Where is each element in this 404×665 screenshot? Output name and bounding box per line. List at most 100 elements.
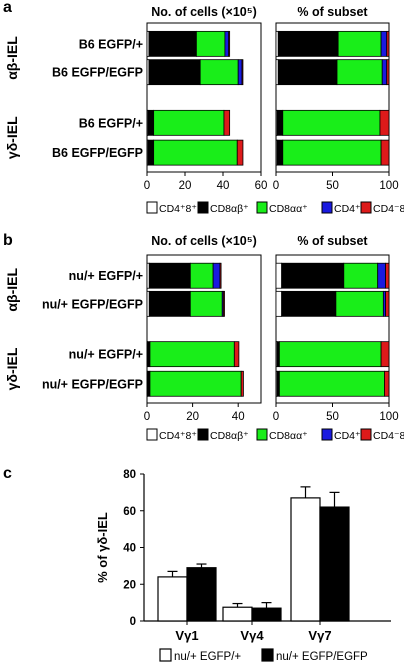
chart2-bar-segment [222,290,225,317]
chart2-bar-segment [219,262,222,289]
category-label: B6 EGFP/EGFP [52,146,143,160]
panel-label-a: a [3,0,12,16]
chart0-bar-segment [153,109,225,136]
c-y-tick-label: 20 [123,579,136,591]
legend-label: CD8αβ⁺ [210,430,249,442]
c-y-tick-label: 80 [123,469,136,481]
c-legend-label: nu/+ EGFP/+ [174,651,241,663]
chart0-tick-label: 60 [255,180,268,192]
chart1-bar-segment [380,139,390,166]
category-label: nu/+ EGFP/+ [69,269,143,283]
chart3-bar-segment [281,262,345,289]
panel-label-b: b [3,232,13,249]
c-bar [157,576,188,622]
chart1-bar-segment [277,59,338,86]
chart2-bar-segment [148,262,191,289]
chart0-bar-segment [147,139,155,166]
c-bar [222,606,253,622]
c-bar [319,506,350,622]
legend-swatch [360,201,372,214]
legend-label: CD8αα⁺ [269,430,308,442]
legend-label: CD4⁺8⁺ [159,430,197,442]
chart3-bar-segment [377,262,387,289]
c-category-label: Vγ1 [175,628,198,643]
chart1-bar-segment [336,59,383,86]
chart0-bar-segment [153,139,238,166]
legend-label: CD8αα⁺ [269,203,308,215]
chart2-bar-segment [189,290,223,317]
legend-label: CD4⁺ [334,203,361,215]
chart0-bar-segment [199,59,239,86]
legend-label: CD4⁺ [334,430,361,442]
chart2-bar-segment [233,341,240,368]
chart2-bar-segment [189,262,214,289]
chart2-bar-segment [148,290,191,317]
c-y-tick-label: 60 [123,506,136,518]
c-legend-label: nu/+ EGFP/EGFP [276,651,368,663]
chart0-frame [146,22,262,173]
legend-swatch [256,428,268,441]
chart0-tick-label: 0 [144,180,150,192]
chart0-tick-label: 40 [217,180,230,192]
category-label: nu/+ EGFP/EGFP [42,377,143,391]
chart1-bar-segment [337,30,382,57]
legend-swatch [256,201,268,214]
category-label: B6 EGFP/EGFP [52,66,143,80]
category-label: B6 EGFP/+ [79,116,143,130]
c-category-label: Vγ7 [308,628,331,643]
chart3-bar-segment [343,262,379,289]
legend-swatch [321,201,333,214]
legend-swatch [146,428,158,441]
chart1-bar-segment [379,109,390,136]
chart0-bar-segment [241,59,244,86]
group-label: αβ-IEL [4,36,20,80]
chart3-bar-segment [385,290,390,317]
legend-swatch [197,428,209,441]
chart1-bar-segment [386,59,390,86]
chart3-bar-segment [275,290,283,317]
category-label: B6 EGFP/+ [79,37,143,51]
legend-swatch [360,428,372,441]
chart2-bar-segment [212,262,221,289]
c-y-tick-label: 0 [130,616,136,628]
chart1-bar-segment [386,30,390,57]
chart3-tick-label: 50 [326,411,339,423]
legend-label: CD8αβ⁺ [210,203,249,215]
chart3-bar-segment [335,290,384,317]
chart3-bar-segment [384,370,390,397]
chart3-bar-segment [385,262,390,289]
legend-swatch [321,428,333,441]
legend-swatch [197,201,209,214]
group-label: αβ-IEL [4,268,20,312]
legend-label: CD4⁻8⁻ [373,430,404,442]
c-legend-swatch [159,648,172,662]
c-category-label: Vγ4 [240,628,264,643]
chart3-tick-label: 0 [273,411,279,423]
chart0-bar-segment [195,30,226,57]
panel-label-c: c [3,465,12,482]
chart2-frame [146,254,262,404]
chart1-title: % of subset [297,5,368,19]
c-y-tick-label: 40 [123,543,136,555]
chart3-bar-segment [275,262,283,289]
chart3-bar-segment [278,341,382,368]
chart1-bar-segment [380,30,388,57]
chart2-tick-label: 0 [144,411,150,423]
chart1-tick-label: 50 [326,180,339,192]
c-bar [186,567,217,622]
chart1-tick-label: 100 [379,180,398,192]
chart2-bar-segment [240,370,244,397]
chart0-bar-segment [148,59,201,86]
chart0-bar-segment [147,109,155,136]
chart1-bar-segment [381,59,388,86]
chart2-tick-label: 40 [232,411,245,423]
chart0-bar-segment [237,59,243,86]
legend-label: CD4⁺8⁺ [159,203,197,215]
chart2-tick-label: 20 [186,411,199,423]
chart1-bar-segment [282,139,382,166]
group-label: γδ-IEL [4,116,20,159]
chart1-bar-segment [276,139,284,166]
chart0-bar-segment [224,30,230,57]
chart2-bar-segment [149,341,235,368]
